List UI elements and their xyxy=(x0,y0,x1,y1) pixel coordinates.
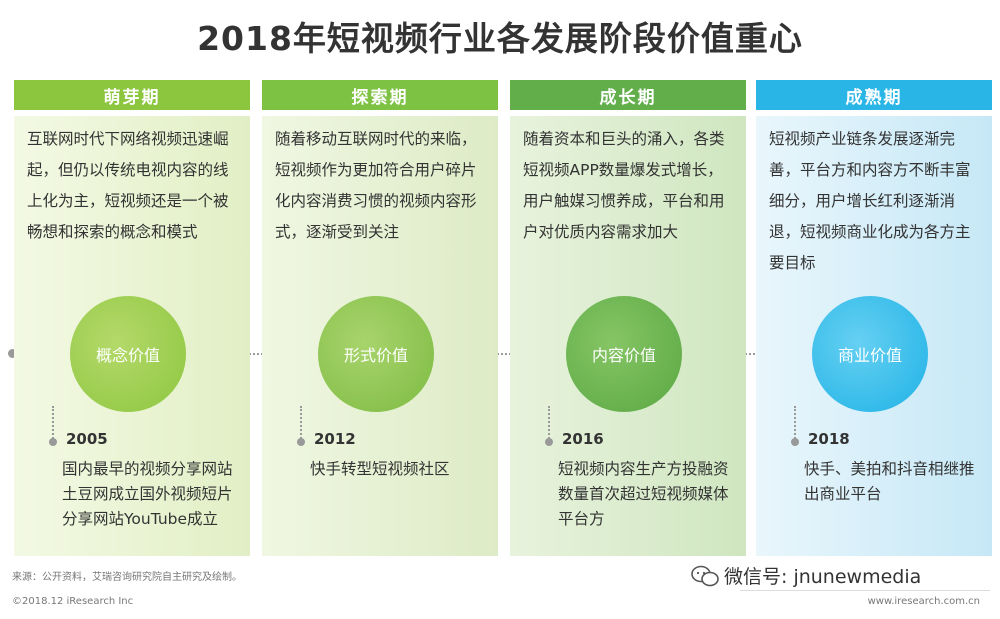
website-link: www.iresearch.com.cn xyxy=(867,596,980,607)
stage-description: 互联网时代下网络视频迅速崛起，但仍以传统电视内容的线上化为主，短视频还是一个被畅… xyxy=(27,130,229,241)
stage-header: 探索期 xyxy=(262,80,498,110)
stage-header: 成熟期 xyxy=(756,80,992,110)
stage-description: 随着移动互联网时代的来临，短视频作为更加符合用户碎片化内容消费习惯的视频内容形式… xyxy=(275,130,477,241)
event-connector xyxy=(52,406,54,442)
event-description: 快手、美拍和抖音相继推出商业平台 xyxy=(804,460,975,503)
event-year: 2012 xyxy=(314,430,356,448)
stage-description: 短视频产业链条发展逐渐完善，平台方和内容方不断丰富细分，用户增长红利逐渐消退，短… xyxy=(769,130,971,272)
wechat-watermark: 微信号: jnunewmedia xyxy=(690,562,921,589)
event-year: 2018 xyxy=(808,430,850,448)
stage-value-circle: 概念价值 xyxy=(70,296,186,412)
stage-column-4: 成熟期 短视频产业链条发展逐渐完善，平台方和内容方不断丰富细分，用户增长红利逐渐… xyxy=(756,80,992,556)
stage-description: 随着资本和巨头的涌入，各类短视频APP数量爆发式增长，用户触媒习惯养成，平台和用… xyxy=(523,130,725,241)
event-dot xyxy=(791,438,799,446)
stage-column-2: 探索期 随着移动互联网时代的来临，短视频作为更加符合用户碎片化内容消费习惯的视频… xyxy=(262,80,498,556)
event-description: 快手转型短视频社区 xyxy=(310,460,450,478)
copyright-note: ©2018.12 iResearch Inc xyxy=(12,596,134,607)
event-year: 2005 xyxy=(66,430,108,448)
event-connector xyxy=(548,406,550,442)
event-connector xyxy=(794,406,796,442)
event-dot xyxy=(49,438,57,446)
source-note: 来源：公开资料，艾瑞咨询研究院自主研究及绘制。 xyxy=(12,572,242,583)
stage-column-3: 成长期 随着资本和巨头的涌入，各类短视频APP数量爆发式增长，用户触媒习惯养成，… xyxy=(510,80,746,556)
wechat-icon xyxy=(691,565,719,586)
stage-header: 成长期 xyxy=(510,80,746,110)
stage-value-circle: 内容价值 xyxy=(566,296,682,412)
event-description: 短视频内容生产方投融资数量首次超过短视频媒体平台方 xyxy=(558,460,729,528)
stage-value-circle: 形式价值 xyxy=(318,296,434,412)
timeline-line xyxy=(14,353,982,355)
footer-divider xyxy=(740,590,990,591)
event-dot xyxy=(545,438,553,446)
page-title: 2018年短视频行业各发展阶段价值重心 xyxy=(197,19,803,58)
stage-value-circle: 商业价值 xyxy=(812,296,928,412)
timeline-start-dot xyxy=(8,349,17,358)
stage-header: 萌芽期 xyxy=(14,80,250,110)
event-description: 国内最早的视频分享网站土豆网成立国外视频短片分享网站YouTube成立 xyxy=(62,460,233,528)
event-dot xyxy=(297,438,305,446)
event-connector xyxy=(300,406,302,442)
watermark-text: 微信号: jnunewmedia xyxy=(724,566,922,588)
stage-column-1: 萌芽期 互联网时代下网络视频迅速崛起，但仍以传统电视内容的线上化为主，短视频还是… xyxy=(14,80,250,556)
event-year: 2016 xyxy=(562,430,604,448)
